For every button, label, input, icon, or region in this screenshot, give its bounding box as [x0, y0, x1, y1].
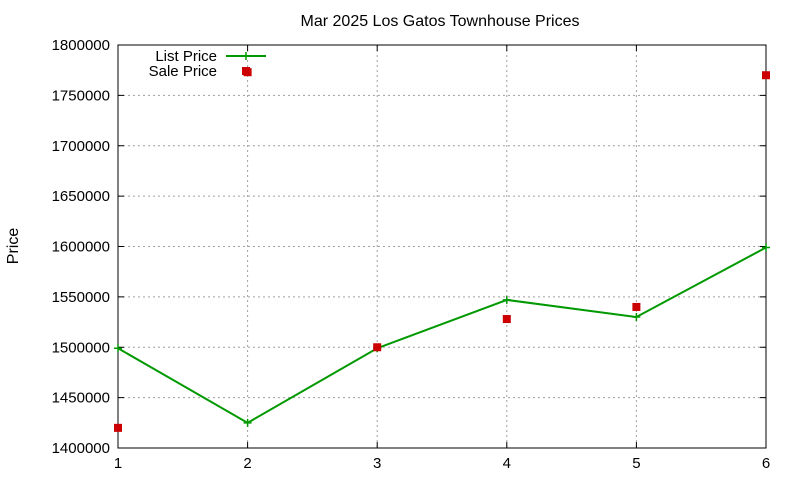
y-tick-label: 1750000 — [52, 87, 110, 104]
sale-price-point — [762, 71, 770, 80]
x-tick-label: 6 — [762, 455, 770, 472]
tick-labels: 1400000 1450000 1500000 1550000 1600000 16500… — [52, 37, 771, 472]
sale-price-point — [502, 315, 511, 324]
list-price-point — [632, 313, 641, 322]
x-tick-label: 1 — [114, 455, 122, 472]
y-tick-label: 1600000 — [52, 239, 110, 256]
sale-price-point — [632, 302, 641, 311]
list-price-point — [762, 243, 770, 252]
list-price-point — [114, 344, 122, 353]
x-tick-label: 3 — [373, 455, 381, 472]
list-price-point — [243, 418, 252, 427]
legend-marker-list-price — [242, 52, 250, 60]
x-tick-label: 2 — [243, 455, 251, 472]
y-tick-label: 1650000 — [52, 188, 110, 205]
y-tick-label: 1500000 — [52, 339, 110, 356]
y-tick-label: 1550000 — [52, 289, 110, 306]
grid-lines — [118, 45, 766, 448]
y-tick-label: 1450000 — [52, 390, 110, 407]
legend-label: Sale Price — [149, 63, 217, 80]
x-tick-label: 5 — [632, 455, 640, 472]
legend-swatch-sale-price — [242, 67, 250, 75]
sale-price-point — [373, 343, 382, 352]
series-layer — [114, 68, 770, 432]
list-price-point — [502, 295, 511, 304]
y-tick-label: 1400000 — [52, 440, 110, 457]
sale-price-point — [114, 423, 122, 432]
x-tick-label: 4 — [503, 455, 511, 472]
y-tick-label: 1800000 — [52, 37, 110, 54]
list-price-line — [117, 246, 767, 424]
y-tick-label: 1700000 — [52, 138, 110, 155]
chart-title: Mar 2025 Los Gatos Townhouse Prices — [301, 13, 580, 30]
y-axis-label: Price — [5, 228, 22, 265]
legend-label: List Price — [155, 48, 217, 65]
